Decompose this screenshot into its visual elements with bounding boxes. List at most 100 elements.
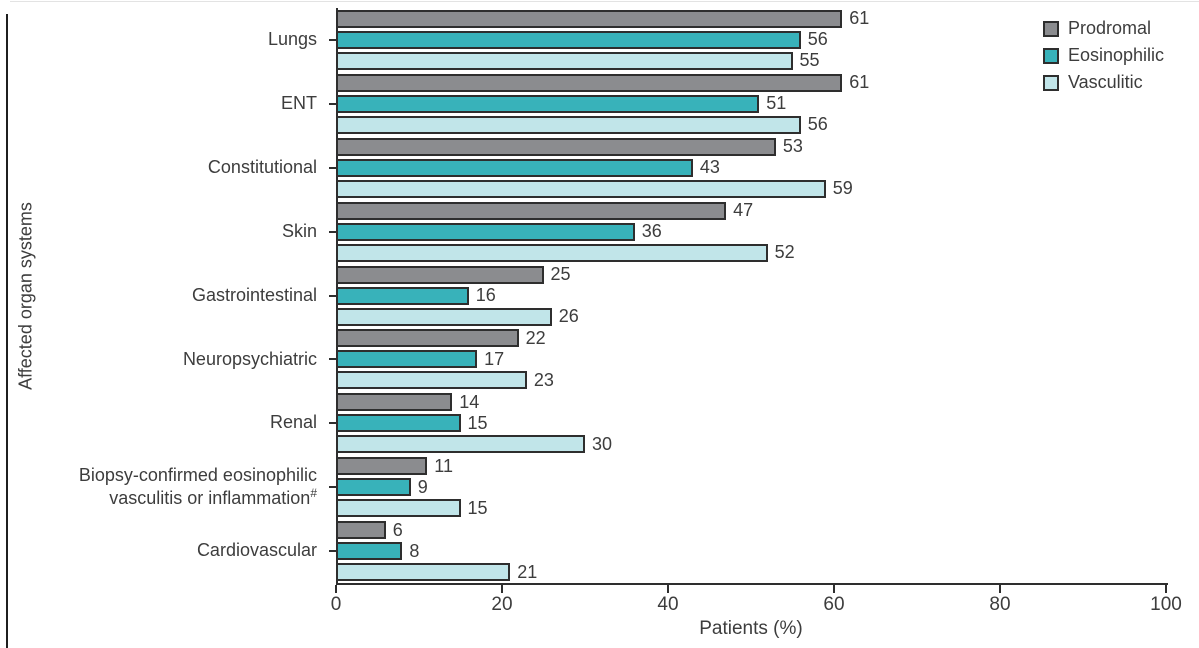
x-tick [999, 585, 1001, 593]
legend-swatch [1042, 74, 1059, 91]
bar-group: 6 8 21 [336, 519, 1166, 583]
x-tick-label: 20 [491, 594, 513, 615]
legend-swatch [1042, 20, 1059, 37]
bar-line: 61 [336, 72, 1166, 93]
bar-line: 55 [336, 50, 1166, 71]
category-label: Neuropsychiatric [182, 348, 317, 369]
x-tick-label: 0 [330, 594, 342, 615]
bar-line: 16 [336, 285, 1166, 305]
bar-prodromal [336, 393, 453, 412]
bar-vasculitic [336, 499, 461, 518]
bar-value-label: 8 [409, 540, 420, 561]
bar-value-label: 59 [832, 178, 853, 199]
category-row: Lungs [34, 8, 336, 72]
x-tick-label: 40 [657, 594, 679, 615]
legend-label: Eosinophilic [1067, 45, 1164, 65]
bar-group: 61 51 56 [336, 72, 1166, 136]
bar-eosinophilic [336, 286, 469, 305]
bar-group: 25 16 26 [336, 264, 1166, 328]
bar-line: 47 [336, 200, 1166, 221]
x-axis-line [336, 583, 1168, 585]
category-label: Renal [269, 412, 317, 433]
y-tick [329, 166, 336, 169]
bar-eosinophilic [336, 158, 693, 177]
category-label: Biopsy-confirmed eosinophilic vasculitis… [78, 464, 317, 509]
bar-vasculitic [336, 243, 768, 262]
bar-value-label: 30 [592, 433, 613, 454]
bar-value-label: 9 [417, 476, 428, 497]
bar-group: 61 56 55 [336, 8, 1166, 72]
category-label: Cardiovascular [196, 540, 317, 561]
bar-eosinophilic [336, 94, 760, 113]
legend-label: Vasculitic [1067, 72, 1143, 92]
bar-eosinophilic [336, 478, 411, 497]
bar-line: 53 [336, 136, 1166, 157]
bar-value-label: 53 [782, 136, 803, 157]
category-row: Cardiovascular [34, 519, 336, 583]
bar-value-label: 43 [699, 157, 720, 178]
bar-eosinophilic [336, 542, 403, 561]
bar-line: 6 [336, 519, 1166, 540]
bar-eosinophilic [336, 414, 461, 433]
bar-line: 14 [336, 391, 1166, 412]
bar-prodromal [336, 329, 519, 348]
x-tick-label: 100 [1150, 594, 1182, 615]
left-border-line [6, 14, 8, 648]
bar-prodromal [336, 137, 776, 156]
bar-line: 15 [336, 497, 1166, 518]
x-tick [1165, 585, 1167, 593]
category-row: Constitutional [34, 136, 336, 200]
bar-group: 14 15 30 [336, 391, 1166, 455]
bar-line: 36 [336, 221, 1166, 241]
bar-group: 22 17 23 [336, 327, 1166, 391]
bar-prodromal [336, 73, 843, 92]
bar-line: 9 [336, 476, 1166, 497]
category-row: Gastrointestinal [34, 264, 336, 328]
bar-prodromal [336, 265, 544, 284]
bar-value-label: 55 [799, 50, 820, 71]
bar-value-label: 61 [849, 72, 870, 93]
bar-line: 8 [336, 540, 1166, 561]
bar-value-label: 15 [467, 412, 488, 433]
bar-vasculitic [336, 563, 511, 582]
bar-value-label: 11 [434, 455, 453, 476]
bar-eosinophilic [336, 222, 635, 241]
y-tick [329, 38, 336, 41]
bar-value-label: 14 [459, 391, 480, 412]
y-tick [329, 358, 336, 361]
bar-prodromal [336, 9, 843, 28]
legend-label: Prodromal [1067, 18, 1151, 38]
category-label: Constitutional [207, 156, 317, 177]
y-tick [329, 230, 336, 233]
bar-value-label: 6 [392, 519, 403, 540]
x-tick [833, 585, 835, 593]
top-divider [10, 1, 1199, 2]
bar-line: 43 [336, 157, 1166, 178]
bar-line: 56 [336, 114, 1166, 135]
bar-value-label: 21 [517, 561, 538, 582]
bar-vasculitic [336, 115, 801, 134]
x-tick-label: 80 [989, 594, 1011, 615]
bar-vasculitic [336, 307, 552, 326]
bar-line: 22 [336, 328, 1166, 348]
bar-vasculitic [336, 371, 527, 390]
bar-value-label: 15 [467, 497, 488, 518]
bar-value-label: 47 [733, 200, 754, 221]
category-labels: Lungs ENT Constitutional Skin Gastrointestin… [34, 8, 336, 583]
bar-group: 53 43 59 [336, 136, 1166, 200]
y-tick [329, 550, 336, 553]
bar-group: 47 36 52 [336, 200, 1166, 264]
bar-value-label: 23 [533, 369, 554, 390]
legend: Prodromal Eosinophilic Vasculitic [1042, 18, 1164, 93]
y-tick [329, 486, 336, 489]
bar-prodromal [336, 457, 428, 476]
bar-value-label: 56 [807, 114, 828, 135]
x-axis-title: Patients (%) [699, 618, 803, 639]
bar-groups: 61 56 55 61 51 56 53 43 59 47 36 52 25 16 26 22 17 23 14 15… [336, 8, 1166, 583]
bar-line: 15 [336, 412, 1166, 433]
bar-vasculitic [336, 51, 793, 70]
y-tick [329, 102, 336, 105]
x-tick-label: 60 [823, 594, 845, 615]
category-row: ENT [34, 72, 336, 136]
